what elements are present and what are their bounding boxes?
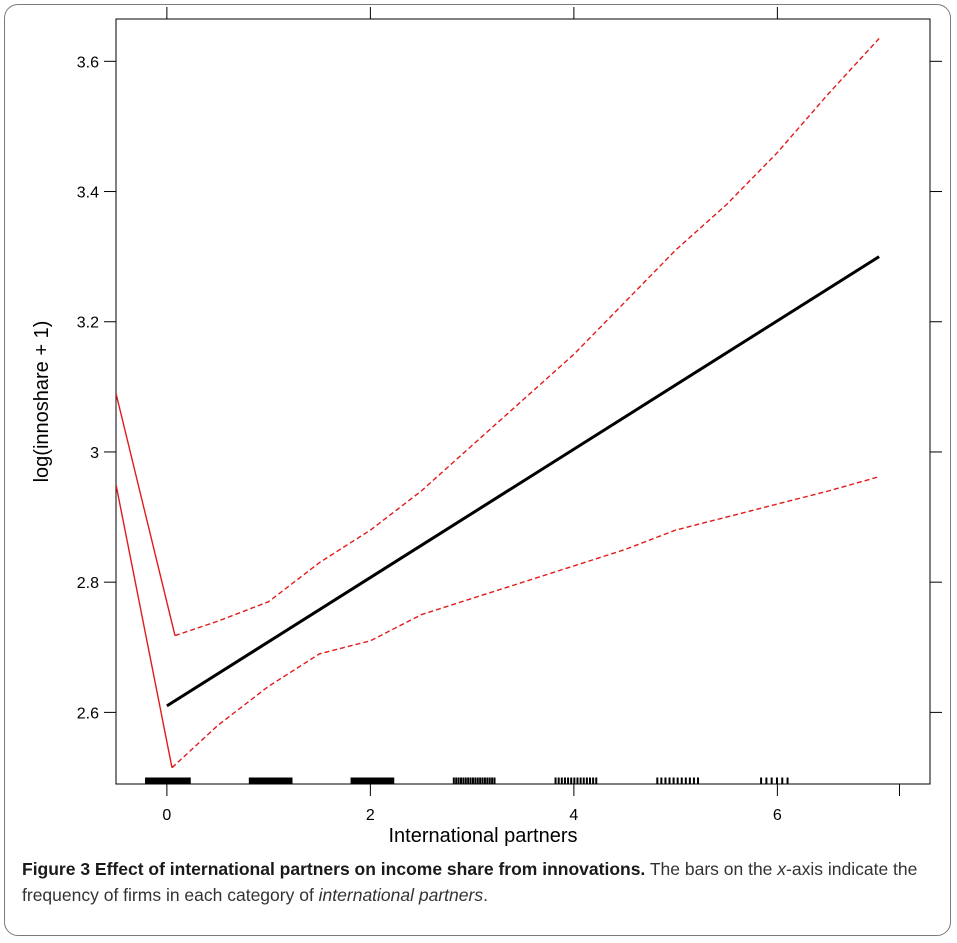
caption-text-3: . <box>483 885 488 905</box>
series-upper-bound <box>174 38 880 637</box>
caption-italic-1: x <box>777 859 787 879</box>
y-tick-label: 3.6 <box>77 54 99 71</box>
y-tick-label: 2.8 <box>77 575 99 592</box>
x-tick-label: 0 <box>162 807 171 824</box>
plot-area-border <box>115 18 931 785</box>
series-lower-bound-extension <box>116 484 173 768</box>
caption-title: Figure 3 Effect of international partner… <box>22 859 646 879</box>
x-tick-label: 2 <box>366 807 375 824</box>
y-tick-label: 3 <box>90 445 99 462</box>
caption-italic-2: international partners <box>318 885 484 905</box>
y-axis-label: log(innoshare + 1) <box>31 321 53 483</box>
caption-text-1: The bars on the <box>645 859 778 879</box>
y-tick-label: 3.4 <box>77 185 99 202</box>
y-tick-label: 2.6 <box>77 705 99 722</box>
caption-text-2: -axis indicate the frequency of firms in… <box>22 859 918 905</box>
x-tick-label: 4 <box>569 807 578 824</box>
series-fit <box>166 255 880 708</box>
series-lower-bound <box>171 476 880 769</box>
y-tick-label: 3.2 <box>77 315 99 332</box>
series-upper-bound-extension <box>116 393 176 636</box>
x-tick-label: 6 <box>773 807 782 824</box>
x-axis-label: International partners <box>388 825 577 847</box>
figure-caption: Figure 3 Effect of international partner… <box>22 856 932 908</box>
chart: 0 2 4 6 2.6 2.8 3 3.2 3.4 3.6 International partne… <box>31 7 942 847</box>
